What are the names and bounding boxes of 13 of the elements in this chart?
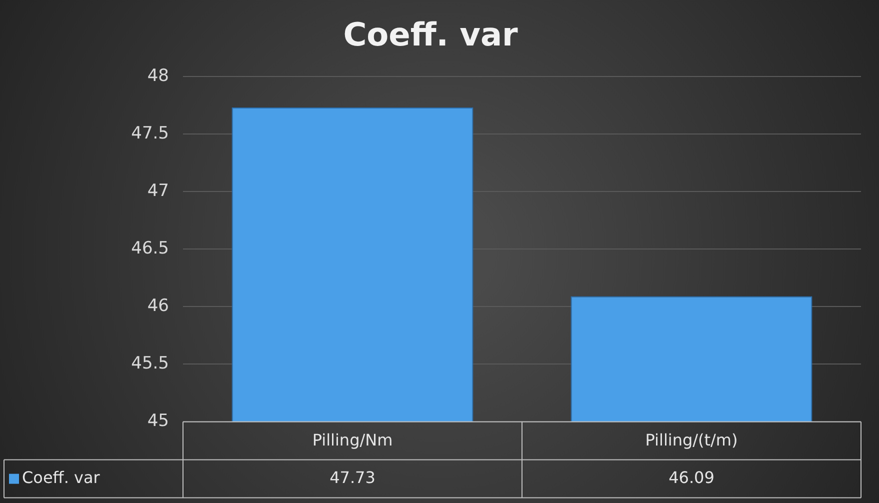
data-label: 47.73 (330, 468, 376, 487)
x-tick-label: Pilling/Nm (312, 430, 393, 450)
chart-title: Coeff. var (343, 16, 518, 54)
y-tick-label: 48 (147, 66, 169, 86)
legend-label: Coeff. var (22, 468, 100, 487)
y-tick-label: 45.5 (131, 354, 169, 374)
y-tick-label: 47.5 (131, 123, 169, 144)
y-tick-label: 46 (147, 296, 169, 316)
y-tick-label: 47 (147, 180, 169, 201)
data-label: 46.09 (668, 468, 714, 487)
x-tick-label: Pilling/(t/m) (645, 430, 738, 450)
y-tick-label: 46.5 (131, 238, 169, 259)
y-tick-label: 45 (147, 411, 169, 432)
